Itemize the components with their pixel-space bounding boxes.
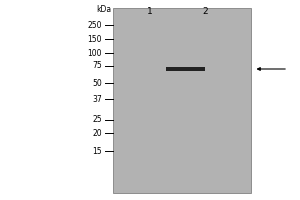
Text: 1: 1 <box>147 6 153 16</box>
Text: 20: 20 <box>92 129 102 138</box>
Text: 15: 15 <box>92 146 102 156</box>
Text: 25: 25 <box>92 116 102 124</box>
Bar <box>167 67 206 71</box>
Text: kDa: kDa <box>96 4 111 14</box>
Bar <box>112 8 250 193</box>
Text: 75: 75 <box>92 62 102 71</box>
Text: 100: 100 <box>88 48 102 58</box>
Text: 150: 150 <box>88 34 102 44</box>
Text: 2: 2 <box>203 6 208 16</box>
Text: 50: 50 <box>92 78 102 88</box>
Text: 37: 37 <box>92 95 102 104</box>
Text: 250: 250 <box>88 21 102 29</box>
